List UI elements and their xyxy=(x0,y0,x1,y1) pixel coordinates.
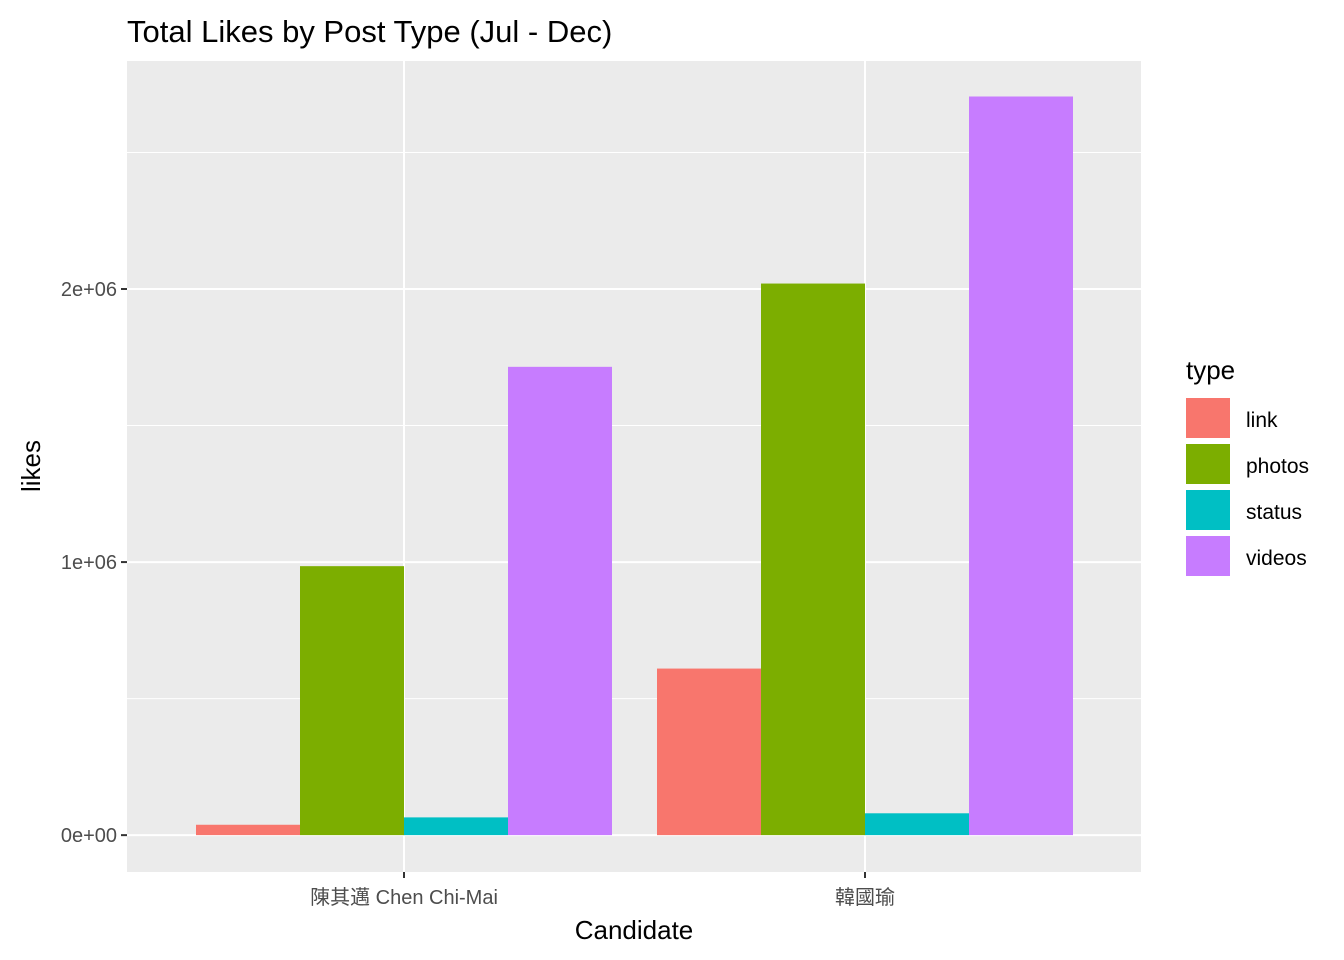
y-tick-label: 1e+06 xyxy=(61,552,117,574)
axes: 0e+00 1e+06 2e+06 陳其邁 Chen Chi-Mai 韓國瑜 xyxy=(61,279,895,909)
y-axis-title: likes xyxy=(16,440,46,492)
bar-status-0 xyxy=(404,817,508,836)
bar-status-1 xyxy=(865,813,969,836)
x-tick-label: 韓國瑜 xyxy=(835,886,895,909)
legend-key-status xyxy=(1186,490,1230,530)
bar-photos-1 xyxy=(761,283,865,836)
legend-key-videos xyxy=(1186,536,1230,576)
legend: type link photos status videos xyxy=(1186,355,1309,576)
x-axis-title: Candidate xyxy=(575,915,694,945)
y-tick-label: 0e+00 xyxy=(61,825,117,847)
legend-label-link: link xyxy=(1246,409,1278,432)
bar-videos-1 xyxy=(969,96,1073,836)
legend-title: type xyxy=(1186,355,1235,385)
bar-link-1 xyxy=(657,668,761,836)
legend-key-photos xyxy=(1186,444,1230,484)
legend-label-status: status xyxy=(1246,501,1302,524)
chart-title: Total Likes by Post Type (Jul - Dec) xyxy=(127,14,612,49)
bar-link-0 xyxy=(196,824,300,836)
bar-photos-0 xyxy=(300,566,404,836)
y-tick-label: 2e+06 xyxy=(61,279,117,301)
legend-label-photos: photos xyxy=(1246,455,1309,478)
bars xyxy=(196,96,1073,836)
legend-label-videos: videos xyxy=(1246,547,1307,570)
x-tick-label: 陳其邁 Chen Chi-Mai xyxy=(310,886,498,909)
bar-videos-0 xyxy=(508,366,612,836)
legend-key-link xyxy=(1186,398,1230,438)
legend-items: link photos status videos xyxy=(1186,398,1309,576)
